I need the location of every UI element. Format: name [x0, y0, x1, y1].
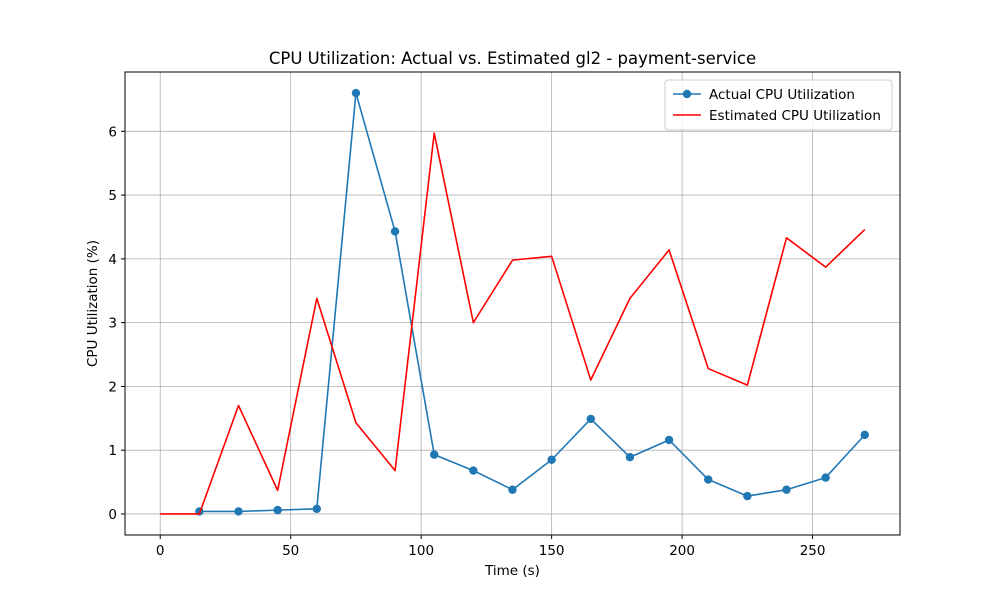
chart-title: CPU Utilization: Actual vs. Estimated gl…	[269, 49, 756, 68]
data-point	[821, 473, 830, 482]
y-tick-label: 4	[108, 252, 117, 268]
data-point	[390, 227, 400, 236]
data-point	[704, 475, 713, 484]
legend-box	[664, 79, 893, 131]
legend-marker	[682, 89, 692, 99]
data-point	[273, 505, 282, 515]
grid	[125, 72, 900, 535]
ticks: 0 50 100 150 200 250 0 1 2 3 4 5 6	[108, 124, 825, 559]
x-tick-label: 200	[669, 543, 695, 559]
data-point	[743, 491, 752, 501]
data-point	[469, 466, 478, 475]
x-axis-label: Time (s)	[484, 563, 540, 579]
data-point	[664, 435, 674, 445]
x-tick-label: 0	[156, 543, 165, 559]
data-point	[860, 430, 869, 440]
x-tick-label: 250	[800, 543, 826, 559]
series-layer	[160, 88, 869, 516]
data-point	[625, 452, 635, 462]
y-tick-label: 1	[108, 443, 117, 459]
legend: Actual CPU Utilization Estimated CPU Util…	[664, 79, 893, 131]
y-tick-label: 2	[108, 379, 117, 395]
y-tick-label: 0	[108, 507, 117, 523]
series-line-estimated	[160, 132, 866, 515]
legend-label: Estimated CPU Utilization	[709, 108, 881, 124]
data-point	[586, 414, 595, 424]
x-tick-label: 150	[539, 543, 565, 559]
y-tick-label: 3	[108, 316, 117, 332]
legend-label: Actual CPU Utilization	[709, 87, 855, 103]
y-tick-label: 6	[108, 124, 117, 140]
x-tick-label: 100	[408, 543, 434, 559]
data-point	[351, 88, 361, 98]
x-tick-label: 50	[282, 543, 299, 559]
series-line-actual	[199, 92, 866, 513]
data-point	[312, 504, 321, 514]
data-point	[234, 507, 243, 516]
y-tick-label: 5	[108, 188, 117, 204]
data-point	[508, 485, 517, 494]
plot-frame	[124, 71, 901, 536]
y-axis-label: CPU Utilization (%)	[85, 240, 101, 367]
data-point	[782, 485, 791, 494]
data-point	[547, 455, 556, 464]
data-point	[430, 450, 439, 459]
